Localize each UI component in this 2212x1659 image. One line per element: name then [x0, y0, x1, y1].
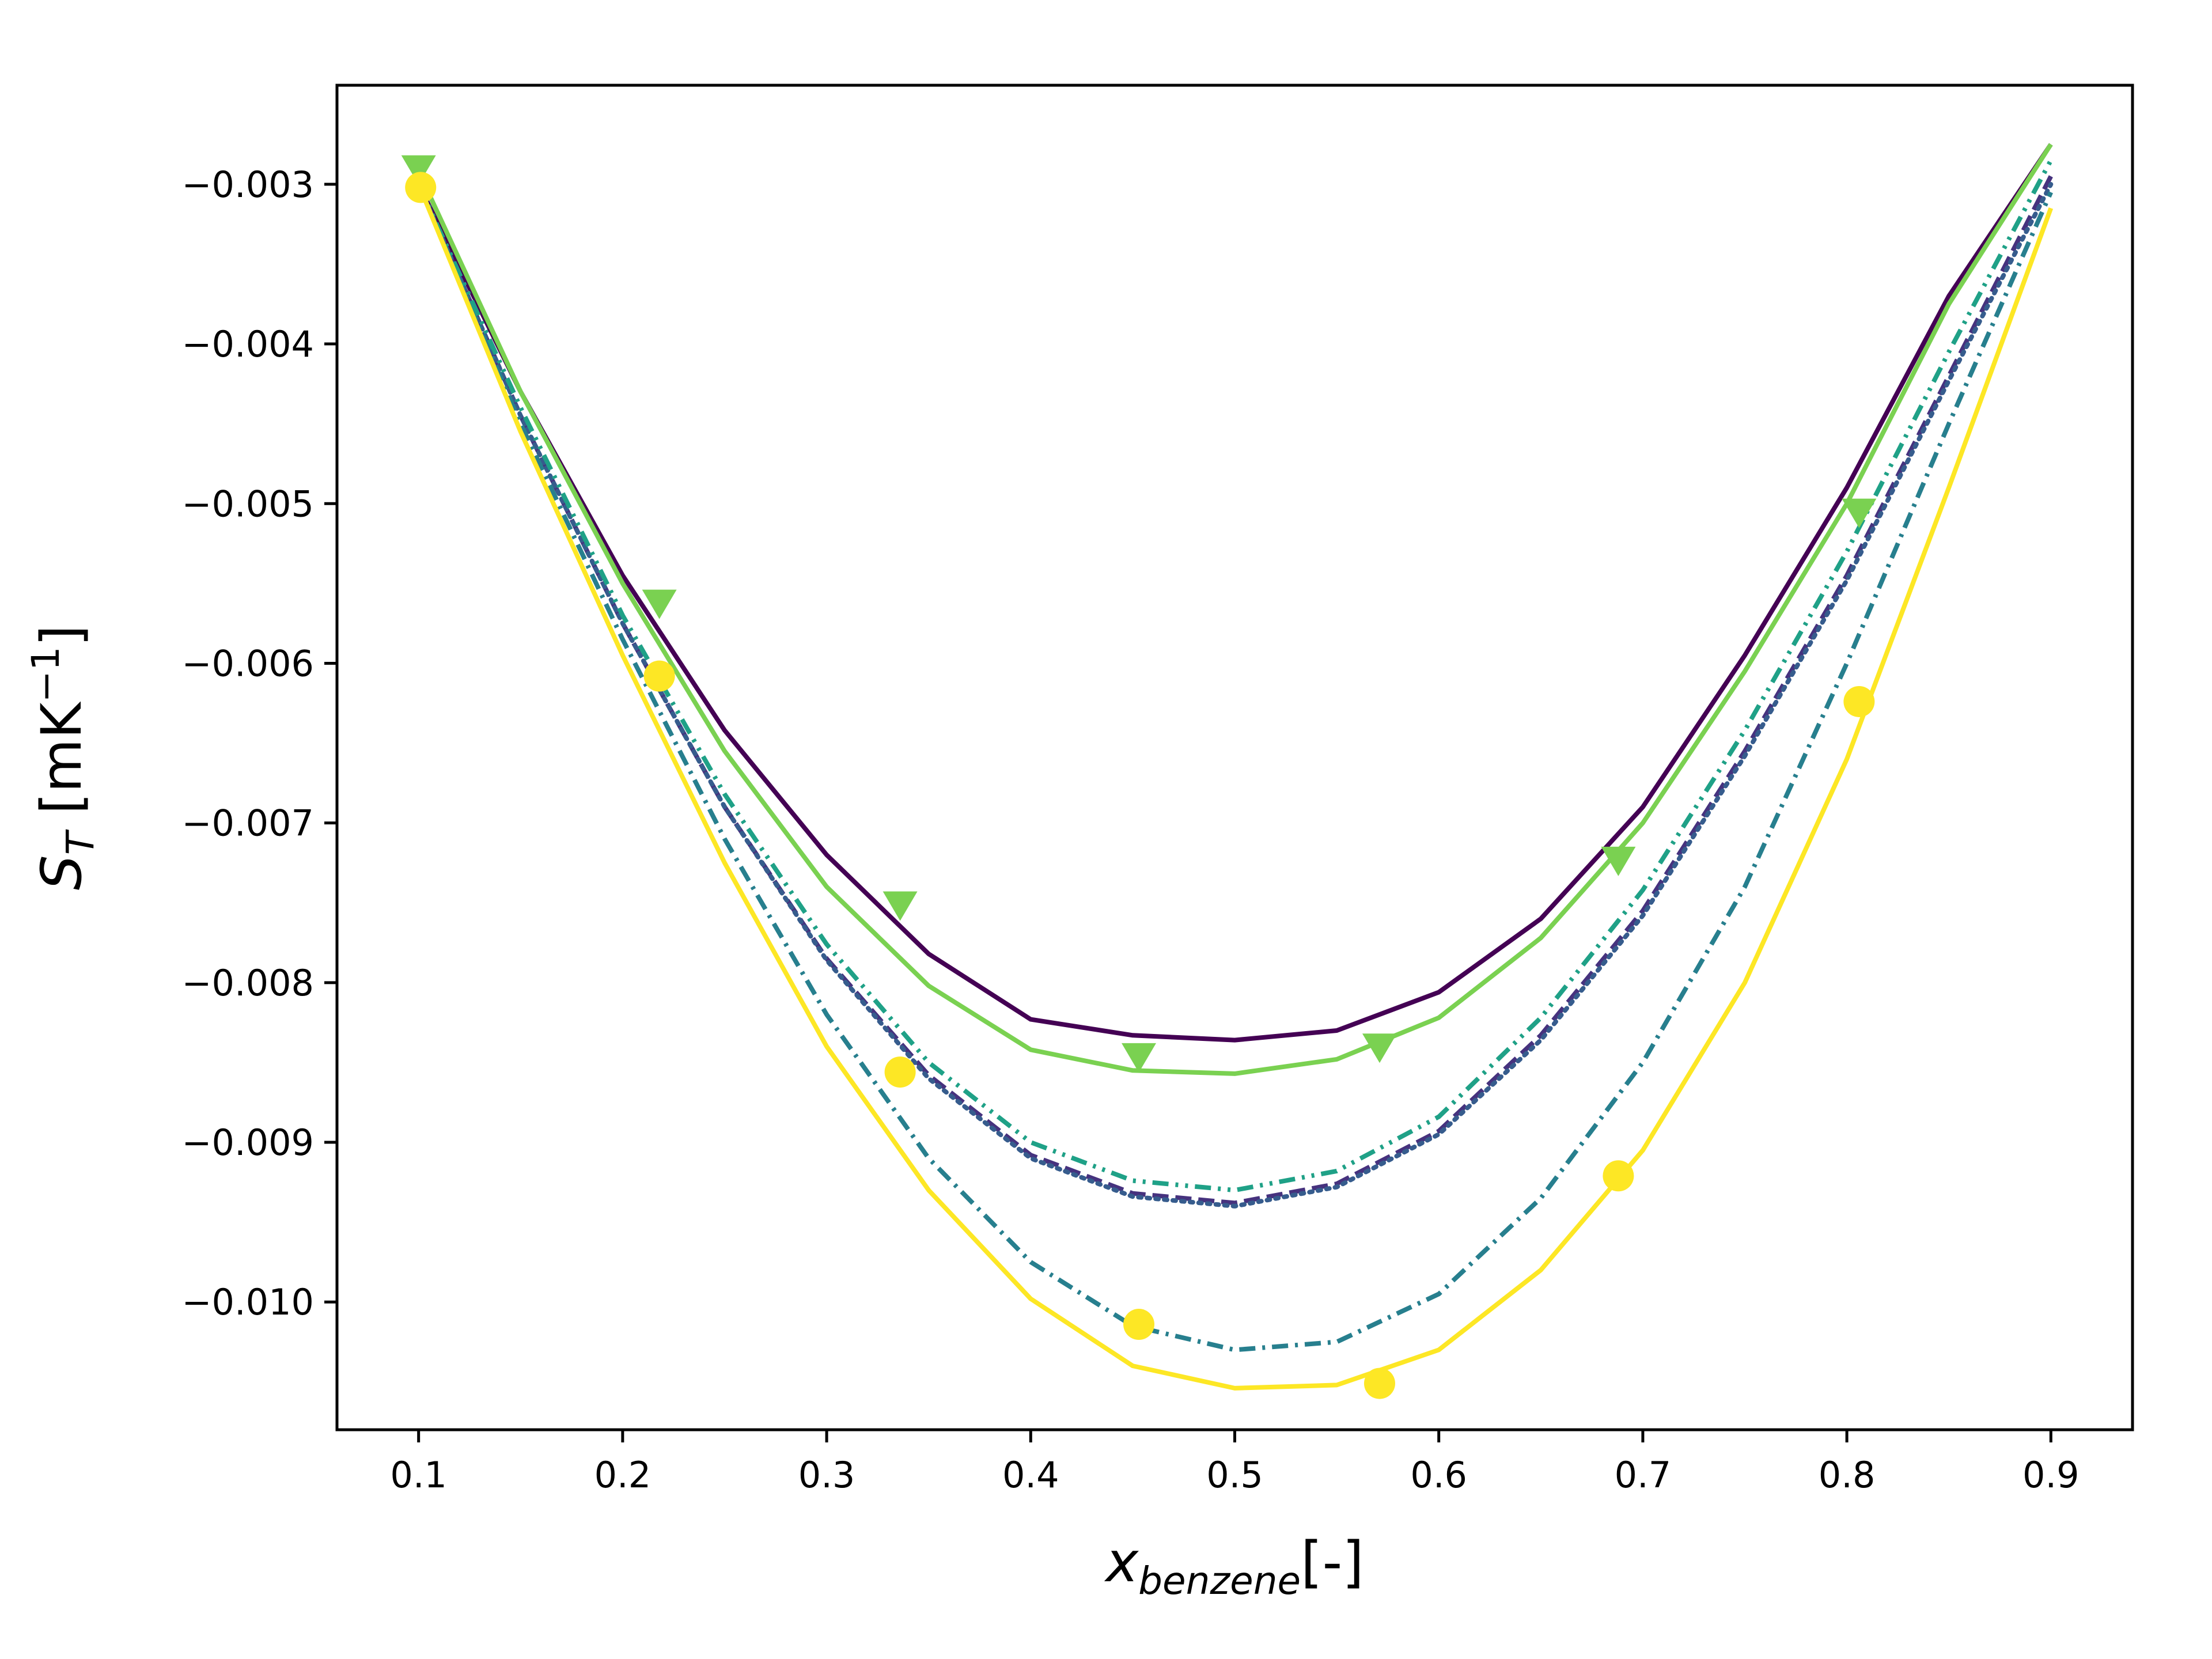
- x-axis: 0.1 0.2 0.3 0.4 0.5 0.6 0.7 0.8 0.9: [390, 1430, 2080, 1496]
- series-line-1: [416, 143, 2053, 1043]
- x-tick-label: 0.7: [1615, 1454, 1672, 1496]
- y-tick-label: −0.007: [182, 802, 314, 844]
- x-axis-label: xbenzene[-]: [1104, 1530, 1363, 1603]
- y-tick-label: −0.005: [182, 483, 314, 525]
- x-tick-label: 0.8: [1819, 1454, 1876, 1496]
- plot-frame: [335, 84, 2134, 1431]
- series-7-marker: [405, 172, 437, 203]
- series-7-marker: [643, 660, 675, 692]
- x-axis-label-sub: benzene: [1138, 1559, 1301, 1603]
- y-axis-label: ST [mK−1]: [24, 625, 103, 890]
- series-6-marker: [1842, 498, 1877, 528]
- series-line-6: [416, 143, 2053, 1076]
- x-tick-label: 0.3: [798, 1454, 855, 1496]
- series-line-4: [416, 183, 2053, 1353]
- series-7-marker: [1843, 685, 1875, 717]
- y-tick-label: −0.009: [182, 1122, 314, 1164]
- series-line-3: [416, 181, 2054, 1209]
- series-line-5: [416, 159, 2053, 1193]
- y-tick-label: −0.004: [182, 323, 314, 365]
- series-7-marker: [884, 1056, 916, 1088]
- y-axis-label-close: ]: [29, 625, 94, 646]
- x-tick-label: 0.5: [1206, 1454, 1263, 1496]
- series-7-marker: [1123, 1309, 1155, 1340]
- series-6-marker: [401, 155, 436, 185]
- series-6-marker: [1362, 1033, 1397, 1063]
- series-6-marker: [642, 589, 677, 619]
- y-axis-label-base: S: [29, 855, 94, 890]
- x-tick-label: 0.9: [2022, 1454, 2080, 1496]
- series-line-7: [416, 183, 2054, 1391]
- y-axis-label-suffix: [mK: [29, 701, 94, 831]
- y-axis-label-sup: −1: [24, 646, 68, 702]
- y-tick-label: −0.003: [182, 164, 314, 206]
- series-7-marker: [1363, 1368, 1395, 1399]
- y-tick-label: −0.006: [182, 642, 314, 684]
- series-6-marker: [1601, 846, 1636, 876]
- series-6-marker: [882, 891, 918, 921]
- series-7-marker: [1603, 1160, 1634, 1192]
- series-layer: [401, 143, 2054, 1399]
- x-axis-label-suffix: [-]: [1301, 1530, 1364, 1594]
- x-tick-label: 0.6: [1410, 1454, 1467, 1496]
- x-tick-label: 0.1: [390, 1454, 447, 1496]
- y-tick-label: −0.008: [182, 962, 314, 1004]
- y-axis-label-sub: T: [58, 829, 103, 855]
- y-tick-label: −0.010: [182, 1281, 314, 1323]
- x-tick-label: 0.2: [594, 1454, 652, 1496]
- x-tick-label: 0.4: [1002, 1454, 1059, 1496]
- y-axis: −0.003 −0.004 −0.005 −0.006 −0.007 −0.008 −0.0…: [182, 164, 337, 1323]
- x-axis-label-base: x: [1104, 1530, 1139, 1594]
- series-6-marker: [1122, 1043, 1157, 1073]
